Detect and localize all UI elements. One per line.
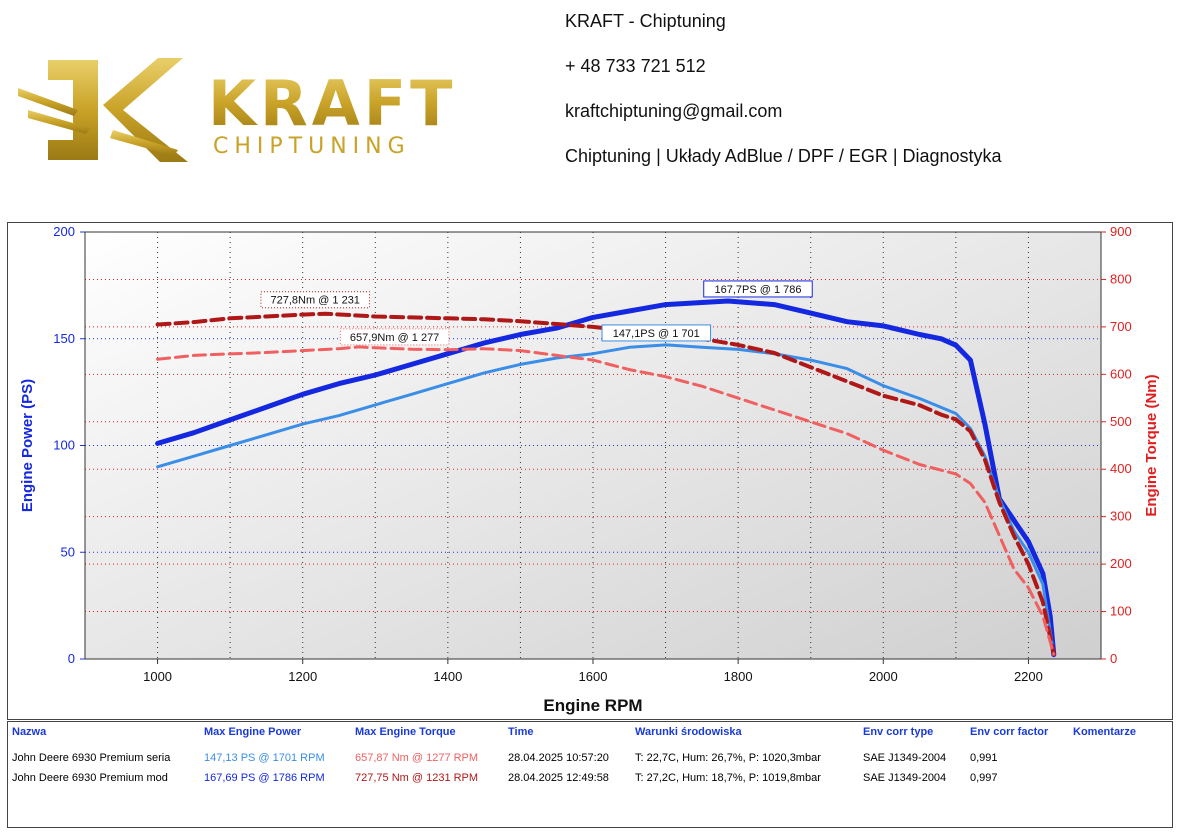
logo-title: KRAFT bbox=[208, 67, 456, 140]
y-right-tick-label: 800 bbox=[1110, 271, 1132, 286]
header-time: Time bbox=[508, 726, 534, 738]
x-tick-label: 1400 bbox=[433, 669, 462, 684]
kraft-logo: KRAFT CHIPTUNING bbox=[18, 58, 456, 162]
header-name: Nazwa bbox=[12, 726, 47, 738]
header-max-torque: Max Engine Torque bbox=[355, 726, 456, 738]
x-tick-label: 2000 bbox=[869, 669, 898, 684]
row-max-power: 147,13 PS @ 1701 RPM bbox=[204, 752, 325, 764]
annotation-box bbox=[339, 328, 450, 346]
y-right-tick-label: 300 bbox=[1110, 509, 1132, 524]
row-corr-factor: 0,997 bbox=[970, 772, 998, 784]
header-comments: Komentarze bbox=[1073, 726, 1136, 738]
row-time: 28.04.2025 12:49:58 bbox=[508, 772, 609, 784]
y-left-tick-label: 0 bbox=[68, 651, 75, 666]
y-left-tick-label: 150 bbox=[53, 331, 75, 346]
y-left-axis-title: Engine Power (PS) bbox=[19, 379, 36, 512]
row-max-torque: 657,87 Nm @ 1277 RPM bbox=[355, 752, 479, 764]
logo-k-emblem bbox=[18, 58, 188, 162]
y-left-tick-label: 200 bbox=[53, 224, 75, 239]
y-right-tick-label: 900 bbox=[1110, 224, 1132, 239]
contact-block: KRAFT - Chiptuning + 48 733 721 512 kraf… bbox=[565, 8, 1002, 188]
row-conditions: T: 27,2C, Hum: 18,7%, P: 1019,8mbar bbox=[635, 772, 821, 784]
x-tick-label: 1200 bbox=[288, 669, 317, 684]
y-right-axis-title: Engine Torque (Nm) bbox=[1143, 374, 1160, 516]
y-left-tick-label: 50 bbox=[61, 544, 75, 559]
x-tick-label: 2200 bbox=[1014, 669, 1043, 684]
header-max-power: Max Engine Power bbox=[204, 726, 302, 738]
annotation-box bbox=[601, 324, 712, 342]
row-name: John Deere 6930 Premium mod bbox=[12, 772, 168, 784]
x-tick-label: 1600 bbox=[579, 669, 608, 684]
header-corr-type: Env corr type bbox=[863, 726, 934, 738]
y-right-tick-label: 500 bbox=[1110, 414, 1132, 429]
series-line-power-mod bbox=[155, 298, 1057, 658]
header-corr-factor: Env corr factor bbox=[970, 726, 1049, 738]
y-right-tick-label: 200 bbox=[1110, 556, 1132, 571]
row-conditions: T: 22,7C, Hum: 26,7%, P: 1020,3mbar bbox=[635, 752, 821, 764]
row-max-power: 167,69 PS @ 1786 RPM bbox=[204, 772, 325, 784]
y-right-tick-label: 400 bbox=[1110, 461, 1132, 476]
company-name: KRAFT - Chiptuning bbox=[565, 11, 726, 31]
series-line-torque-stock bbox=[156, 345, 1056, 656]
x-tick-label: 1800 bbox=[724, 669, 753, 684]
y-right-tick-label: 100 bbox=[1110, 604, 1132, 619]
annotation-label: 727,8Nm @ 1 231 bbox=[270, 295, 359, 307]
chart-canvas: 1000 1200 1400 1600 1800 2000 2200050100150200… bbox=[19, 224, 1160, 715]
annotation-label: 167,7PS @ 1 786 bbox=[714, 284, 801, 296]
email-address: kraftchiptuning@gmail.com bbox=[565, 101, 783, 121]
row-corr-type: SAE J1349-2004 bbox=[863, 772, 947, 784]
row-corr-type: SAE J1349-2004 bbox=[863, 752, 947, 764]
annotation-box bbox=[703, 280, 813, 298]
x-tick-label: 1000 bbox=[143, 669, 172, 684]
x-axis-title: Engine RPM bbox=[543, 696, 642, 715]
row-time: 28.04.2025 10:57:20 bbox=[508, 752, 609, 764]
y-right-tick-label: 0 bbox=[1110, 651, 1117, 666]
y-right-tick-label: 700 bbox=[1110, 319, 1132, 334]
annotation-label: 657,9Nm @ 1 277 bbox=[350, 332, 439, 344]
logo-subtitle: CHIPTUNING bbox=[213, 134, 411, 159]
row-name: John Deere 6930 Premium seria bbox=[12, 752, 171, 764]
header-conditions: Warunki środowiska bbox=[635, 726, 742, 738]
row-max-torque: 727,75 Nm @ 1231 RPM bbox=[355, 772, 479, 784]
services-line: Chiptuning | Układy AdBlue / DPF / EGR |… bbox=[565, 146, 1002, 166]
annotation-box bbox=[260, 291, 370, 309]
y-right-tick-label: 600 bbox=[1110, 366, 1132, 381]
dyno-chart: 1000 1200 1400 1600 1800 2000 2200 0 50 100 150 200… bbox=[7, 222, 1173, 720]
phone-number: + 48 733 721 512 bbox=[565, 56, 706, 76]
annotation-label: 147,1PS @ 1 701 bbox=[613, 328, 700, 340]
results-table: Nazwa Max Engine Power Max Engine Torque… bbox=[7, 721, 1173, 828]
y-left-tick-label: 100 bbox=[53, 438, 75, 453]
row-corr-factor: 0,991 bbox=[970, 752, 998, 764]
